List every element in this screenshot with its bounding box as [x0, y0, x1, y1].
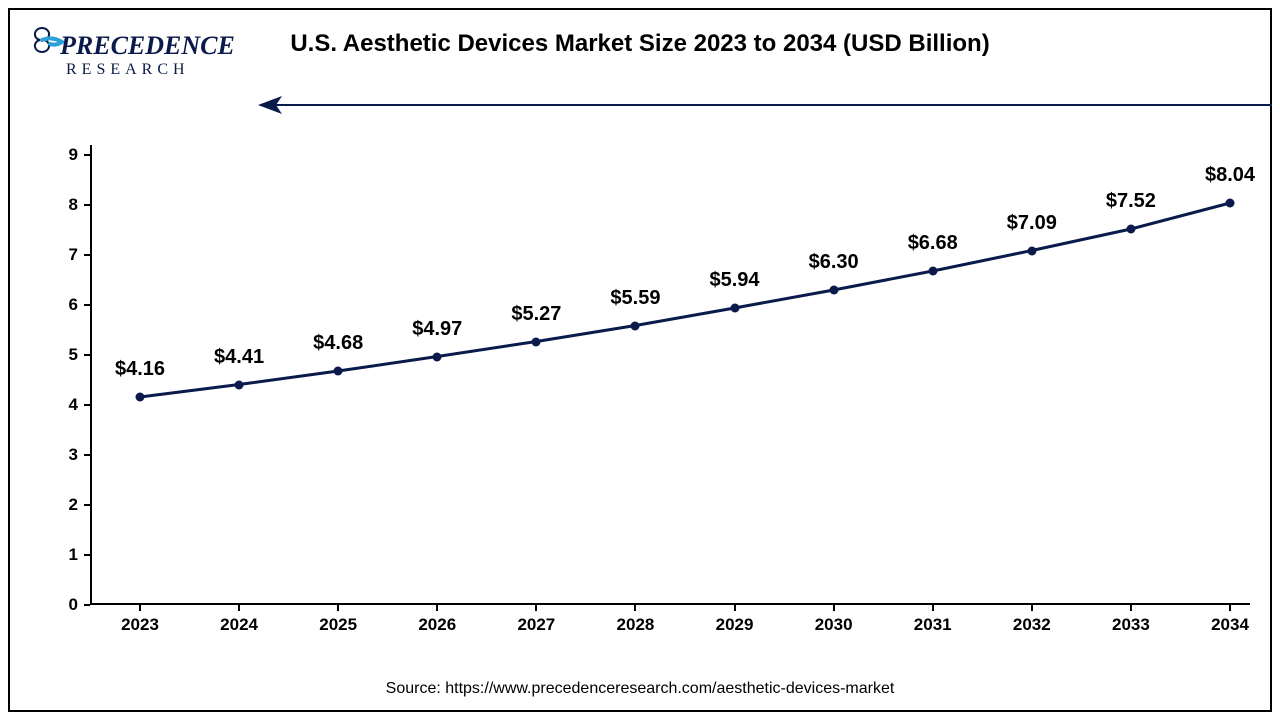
x-tick-label: 2033: [1112, 615, 1150, 635]
x-tick-mark: [634, 605, 636, 611]
x-tick-mark: [1130, 605, 1132, 611]
x-tick-mark: [1229, 605, 1231, 611]
x-tick-label: 2030: [815, 615, 853, 635]
data-line: [90, 145, 1250, 645]
data-label: $5.94: [710, 269, 760, 292]
data-marker: [829, 286, 838, 295]
y-tick-mark: [84, 304, 90, 306]
data-label: $7.52: [1106, 190, 1156, 213]
x-tick-mark: [337, 605, 339, 611]
data-label: $4.68: [313, 332, 363, 355]
x-tick-label: 2034: [1211, 615, 1249, 635]
x-tick-mark: [436, 605, 438, 611]
x-tick-mark: [238, 605, 240, 611]
data-label: $4.41: [214, 346, 264, 369]
data-marker: [1226, 199, 1235, 208]
x-tick-mark: [833, 605, 835, 611]
logo-bottom-text: RESEARCH: [66, 61, 190, 78]
data-marker: [730, 304, 739, 313]
chart-frame: PRECEDENCE RESEARCH U.S. Aesthetic Devic…: [8, 8, 1272, 712]
x-tick-label: 2032: [1013, 615, 1051, 635]
x-tick-label: 2028: [617, 615, 655, 635]
y-tick-mark: [84, 404, 90, 406]
x-axis: [90, 603, 1250, 605]
x-tick-mark: [932, 605, 934, 611]
data-label: $7.09: [1007, 212, 1057, 235]
y-tick-mark: [84, 204, 90, 206]
line-chart: 01234567892023$4.162024$4.412025$4.68202…: [90, 145, 1250, 645]
y-tick-mark: [84, 154, 90, 156]
data-marker: [631, 321, 640, 330]
arrow-head-icon: [258, 94, 286, 116]
data-marker: [334, 367, 343, 376]
data-marker: [136, 393, 145, 402]
y-tick-mark: [84, 454, 90, 456]
data-label: $5.59: [610, 287, 660, 310]
x-tick-mark: [139, 605, 141, 611]
y-tick-mark: [84, 604, 90, 606]
data-marker: [433, 352, 442, 361]
x-tick-mark: [535, 605, 537, 611]
y-tick-mark: [84, 254, 90, 256]
y-tick-mark: [84, 504, 90, 506]
y-axis: [90, 145, 92, 605]
x-tick-mark: [1031, 605, 1033, 611]
data-marker: [1126, 225, 1135, 234]
arrow-line: [272, 104, 1272, 106]
x-tick-label: 2025: [319, 615, 357, 635]
x-tick-label: 2031: [914, 615, 952, 635]
data-label: $6.30: [809, 251, 859, 274]
x-tick-label: 2024: [220, 615, 258, 635]
x-tick-label: 2029: [716, 615, 754, 635]
chart-title: U.S. Aesthetic Devices Market Size 2023 …: [10, 30, 1270, 58]
x-tick-label: 2023: [121, 615, 159, 635]
data-label: $8.04: [1205, 164, 1255, 187]
data-label: $5.27: [511, 303, 561, 326]
series-line: [140, 203, 1230, 397]
x-tick-label: 2026: [418, 615, 456, 635]
x-tick-mark: [734, 605, 736, 611]
y-tick-mark: [84, 554, 90, 556]
data-marker: [1027, 246, 1036, 255]
data-label: $4.97: [412, 318, 462, 341]
source-text: Source: https://www.precedenceresearch.c…: [10, 680, 1270, 698]
data-marker: [235, 380, 244, 389]
data-label: $6.68: [908, 232, 958, 255]
y-tick-mark: [84, 354, 90, 356]
data-marker: [928, 267, 937, 276]
data-label: $4.16: [115, 358, 165, 381]
x-tick-label: 2027: [517, 615, 555, 635]
data-marker: [532, 337, 541, 346]
